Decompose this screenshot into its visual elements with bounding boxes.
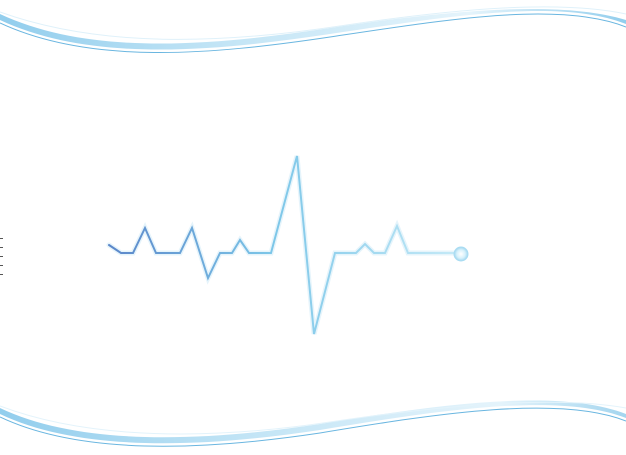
heartbeat-ecg-icon [106,155,469,335]
left-edge-marks [0,236,4,276]
top-wave-band [0,6,626,54]
bottom-wave-band [0,400,626,447]
ecg-endpoint-dot [453,246,469,262]
